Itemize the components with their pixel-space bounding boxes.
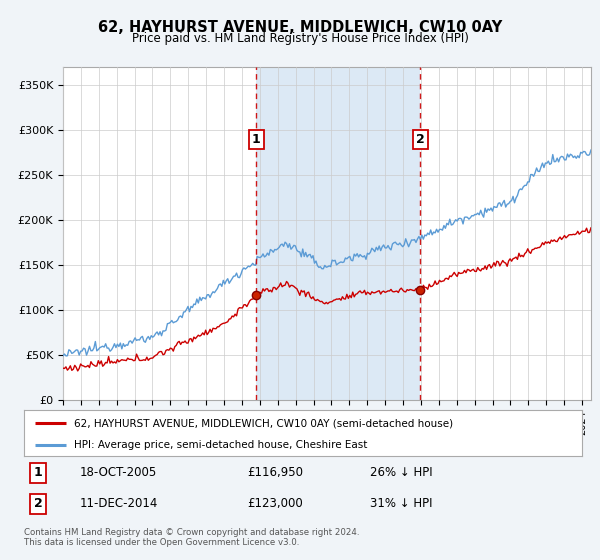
Text: £123,000: £123,000 <box>247 497 303 510</box>
Text: £116,950: £116,950 <box>247 466 303 479</box>
Text: 1: 1 <box>252 133 260 146</box>
Text: 2: 2 <box>416 133 424 146</box>
Text: 2: 2 <box>34 497 43 510</box>
Text: 1: 1 <box>34 466 43 479</box>
Text: 11-DEC-2014: 11-DEC-2014 <box>80 497 158 510</box>
Text: 18-OCT-2005: 18-OCT-2005 <box>80 466 157 479</box>
Text: 31% ↓ HPI: 31% ↓ HPI <box>370 497 433 510</box>
Text: 62, HAYHURST AVENUE, MIDDLEWICH, CW10 0AY (semi-detached house): 62, HAYHURST AVENUE, MIDDLEWICH, CW10 0A… <box>74 418 454 428</box>
Bar <box>256 67 420 400</box>
Text: Price paid vs. HM Land Registry's House Price Index (HPI): Price paid vs. HM Land Registry's House … <box>131 32 469 45</box>
Text: Contains HM Land Registry data © Crown copyright and database right 2024.
This d: Contains HM Land Registry data © Crown c… <box>24 528 359 548</box>
Text: 62, HAYHURST AVENUE, MIDDLEWICH, CW10 0AY: 62, HAYHURST AVENUE, MIDDLEWICH, CW10 0A… <box>98 20 502 35</box>
Text: 26% ↓ HPI: 26% ↓ HPI <box>370 466 433 479</box>
Text: HPI: Average price, semi-detached house, Cheshire East: HPI: Average price, semi-detached house,… <box>74 440 368 450</box>
